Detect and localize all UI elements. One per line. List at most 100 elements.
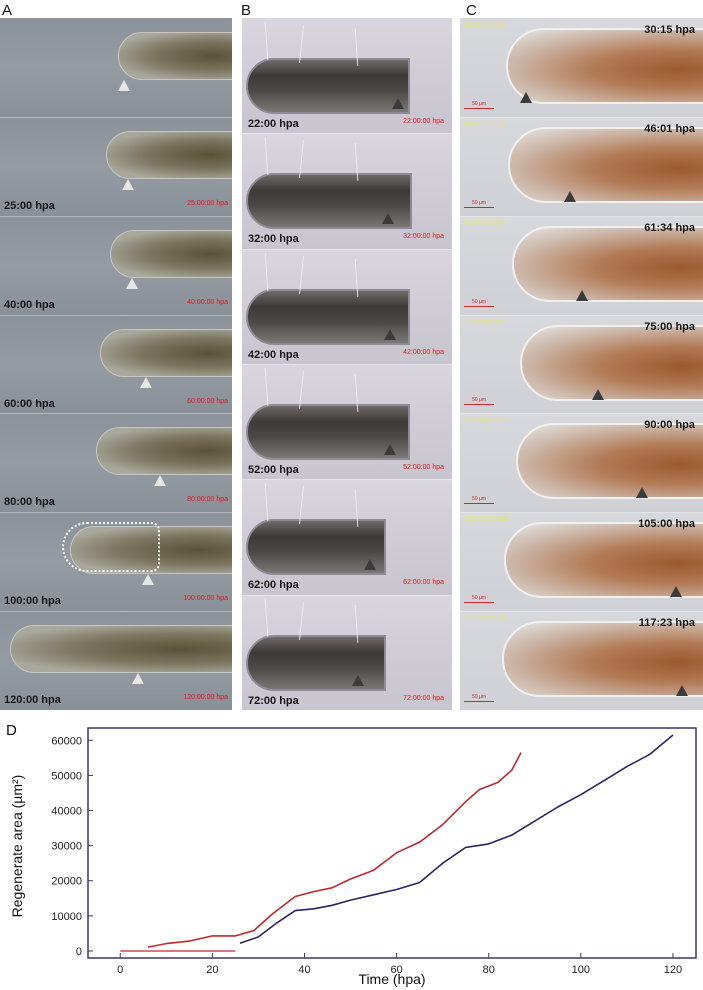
arrowhead-marker <box>576 289 588 301</box>
timestamp-overlay: 72:00:00 hpa <box>403 694 444 702</box>
time-label: 117:23 hpa <box>638 617 695 630</box>
panel-letter-d: D <box>6 722 17 739</box>
regenerate-outline <box>62 522 160 573</box>
frame-divider <box>242 133 452 135</box>
y-tick-label: 0 <box>76 946 82 958</box>
scale-bar-label: 50 µm <box>472 298 486 305</box>
bristle <box>299 601 304 640</box>
panel-c-frame-3: 61:34 hpa 61:34:27.907 50 µm <box>460 215 703 315</box>
panel-a-frame-7: 120:00 hpa 120:00:00 hpa <box>0 611 232 710</box>
time-label: 72:00 hpa <box>248 694 299 707</box>
panel-b-frame-3: 42:00 hpa 42:00:00 hpa <box>242 248 452 364</box>
timestamp-overlay: 32:00:00 hpa <box>403 233 444 241</box>
scale-bar <box>464 107 494 109</box>
frame-divider <box>0 116 232 118</box>
bristle <box>264 483 269 522</box>
panel-a-frame-2: 25:00 hpa 25:00:00 hpa <box>0 116 232 216</box>
panel-letter-b: B <box>241 2 252 19</box>
x-axis-title: Time (hpa) <box>358 971 425 987</box>
time-label: 120:00 hpa <box>4 694 61 707</box>
timestamp-overlay: 117:23:04.797 <box>464 615 509 623</box>
x-tick-label: 20 <box>206 964 218 976</box>
timestamp-overlay: 40:00:00 hpa <box>187 298 228 306</box>
arrowhead-marker <box>122 178 134 190</box>
panel-b-frame-2: 32:00 hpa 32:00:00 hpa <box>242 133 452 249</box>
y-tick-label: 50000 <box>51 770 82 782</box>
tissue-image <box>246 404 410 460</box>
time-label: 30:15 hpa <box>644 24 695 36</box>
tissue-image <box>110 229 232 278</box>
arrowhead-marker <box>154 475 166 487</box>
scale-bar <box>464 305 494 307</box>
tissue-image <box>100 328 232 377</box>
timestamp-overlay: 22:00:00 hpa <box>403 118 444 125</box>
scale-bar-label: 50 µm <box>472 595 486 602</box>
panel-c-column: 30:15 hpa 30:15:24.446 50 µm 46:01 hpa 46:01… <box>460 18 703 710</box>
timestamp-overlay: 46:01:27.109 <box>464 120 505 128</box>
time-label: 61:34 hpa <box>644 221 695 234</box>
plot-frame <box>87 727 697 959</box>
y-axis-title: Regenerate area (µm²) <box>9 775 25 918</box>
time-label: 90:00 hpa <box>644 419 695 432</box>
arrowhead-marker <box>352 674 364 686</box>
time-label: 60:00 hpa <box>4 397 55 410</box>
arrowhead-marker <box>364 559 376 571</box>
bristle <box>264 22 269 60</box>
tissue-image <box>508 126 703 203</box>
timestamp-overlay: 90:00:40.097 <box>464 417 505 425</box>
frame-divider <box>0 512 232 514</box>
arrowhead-marker <box>392 98 404 109</box>
arrowhead-marker <box>670 586 682 598</box>
timestamp-overlay: 120:00:00 hpa <box>183 694 228 702</box>
panel-b-frame-5: 62:00 hpa 62:00:00 hpa <box>242 479 452 595</box>
arrowhead-marker <box>382 213 394 225</box>
bristle <box>264 137 269 176</box>
panel-a-frame-5: 80:00 hpa 80:00:00 hpa <box>0 413 232 513</box>
arrowhead-marker <box>132 673 144 685</box>
x-tick-label: 0 <box>117 964 123 976</box>
timestamp-overlay: 75:00:54.425 <box>464 318 505 326</box>
frame-divider <box>460 314 703 316</box>
scale-bar-label: 50 µm <box>472 397 486 404</box>
frame-divider <box>0 215 232 217</box>
series-line-2 <box>239 734 674 945</box>
arrowhead-marker <box>564 190 576 202</box>
scale-bar-label: 50 µm <box>472 496 486 503</box>
tissue-image <box>512 225 703 302</box>
frame-divider <box>242 248 452 250</box>
panel-b-frame-1: 22:00 hpa 22:00:00 hpa <box>242 18 452 134</box>
series-lines <box>120 734 674 952</box>
panel-a-frame-4: 60:00 hpa 60:00:00 hpa <box>0 314 232 414</box>
frame-divider <box>460 611 703 613</box>
time-label: 52:00 hpa <box>248 464 299 476</box>
scale-bar <box>464 206 494 208</box>
panel-b-frame-4: 52:00 hpa 52:00:00 hpa <box>242 364 452 480</box>
y-tick-label: 40000 <box>51 806 82 818</box>
tissue-image <box>504 522 703 599</box>
scale-bar-label: 50 µm <box>472 199 486 206</box>
frame-divider <box>0 413 232 415</box>
tissue-image <box>96 427 232 476</box>
arrowhead-marker <box>126 277 138 289</box>
timestamp-overlay: 62:00:00 hpa <box>403 579 444 587</box>
time-label: 75:00 hpa <box>644 320 695 333</box>
tissue-image <box>246 288 410 345</box>
y-tick-label: 10000 <box>51 911 82 923</box>
time-label: 32:00 hpa <box>248 233 299 246</box>
panel-a-frame-6: 100:00 hpa 100:00:00 hpa <box>0 512 232 612</box>
time-label: 42:00 hpa <box>248 348 299 361</box>
panel-c-frame-1: 30:15 hpa 30:15:24.446 50 µm <box>460 18 703 117</box>
scale-bar-label: 50 µm <box>472 100 486 107</box>
scale-bar <box>464 503 494 505</box>
regenerate-area-chart: 0 20 40 60 80 100 120 0 10000 20000 30000 40000 5000… <box>9 727 697 987</box>
timestamp-overlay: 61:34:27.907 <box>464 219 505 227</box>
time-label: 22:00 hpa <box>248 118 299 130</box>
timestamp-overlay: 42:00:00 hpa <box>403 348 444 356</box>
frame-divider <box>460 512 703 514</box>
arrowhead-marker <box>520 92 532 103</box>
timestamp-overlay: 25:00:00 hpa <box>187 199 228 207</box>
arrowhead-marker <box>636 487 648 499</box>
time-label: 105:00 hpa <box>638 518 695 531</box>
frame-divider <box>0 314 232 316</box>
tissue-image <box>506 28 703 104</box>
